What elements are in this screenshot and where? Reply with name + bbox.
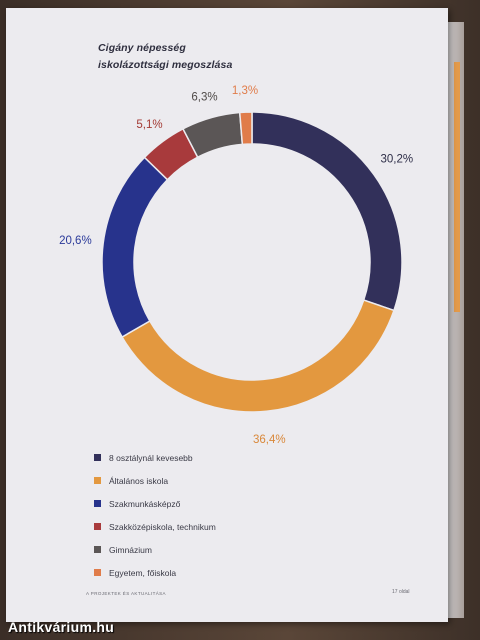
value-label-gimnazium: 6,3% <box>191 92 217 104</box>
legend-swatch <box>94 546 101 553</box>
watermark-text: Antikvárium.hu <box>8 619 115 635</box>
legend-label: Gimnázium <box>109 544 152 555</box>
legend-swatch <box>94 569 101 576</box>
footer-left-text: A PROJEKTEK ÉS AKTUALITÁSA <box>86 591 166 596</box>
donut-slice-altalanos <box>121 299 395 413</box>
value-label-szakmunkas: 20,6% <box>59 235 92 247</box>
legend-item: Általános iskola <box>94 469 354 492</box>
legend-label: Szakmunkásképző <box>109 498 181 509</box>
legend-item: 8 osztálynál kevesebb <box>94 446 354 469</box>
donut-slice-lt8 <box>251 111 403 312</box>
chart-title: Cigány népesség iskolázottsági megoszlás… <box>98 40 298 74</box>
value-label-lt8: 30,2% <box>380 153 413 165</box>
legend-label: Általános iskola <box>109 475 169 486</box>
legend-item: Szakközépiskola, technikum <box>94 515 354 538</box>
legend-label: Egyetem, főiskola <box>109 567 177 578</box>
legend-item: Egyetem, főiskola <box>94 561 354 584</box>
legend-swatch <box>94 454 101 461</box>
value-label-szakkozep: 5,1% <box>136 119 162 131</box>
legend-swatch <box>94 500 101 507</box>
value-label-altalanos: 36,4% <box>253 434 286 446</box>
legend-swatch <box>94 477 101 484</box>
chart-title-line-2: iskolázottsági megoszlása <box>98 59 233 71</box>
legend-swatch <box>94 523 101 530</box>
chart-legend: 8 osztálynál kevesebb Általános iskola S… <box>94 446 354 584</box>
orange-tab <box>454 62 460 312</box>
footer-page-number: 17 oldal <box>392 589 410 595</box>
legend-item: Szakmunkásképző <box>94 492 354 515</box>
legend-label: 8 osztálynál kevesebb <box>109 452 193 463</box>
legend-label: Szakközépiskola, technikum <box>109 521 216 532</box>
donut-slice-egyetem <box>238 111 253 146</box>
donut-slice-szakmunkas <box>101 156 169 339</box>
chart-title-line-1: Cigány népesség <box>98 42 186 54</box>
page-edge <box>448 22 464 618</box>
value-label-egyetem: 1,3% <box>232 85 258 97</box>
legend-item: Gimnázium <box>94 538 354 561</box>
